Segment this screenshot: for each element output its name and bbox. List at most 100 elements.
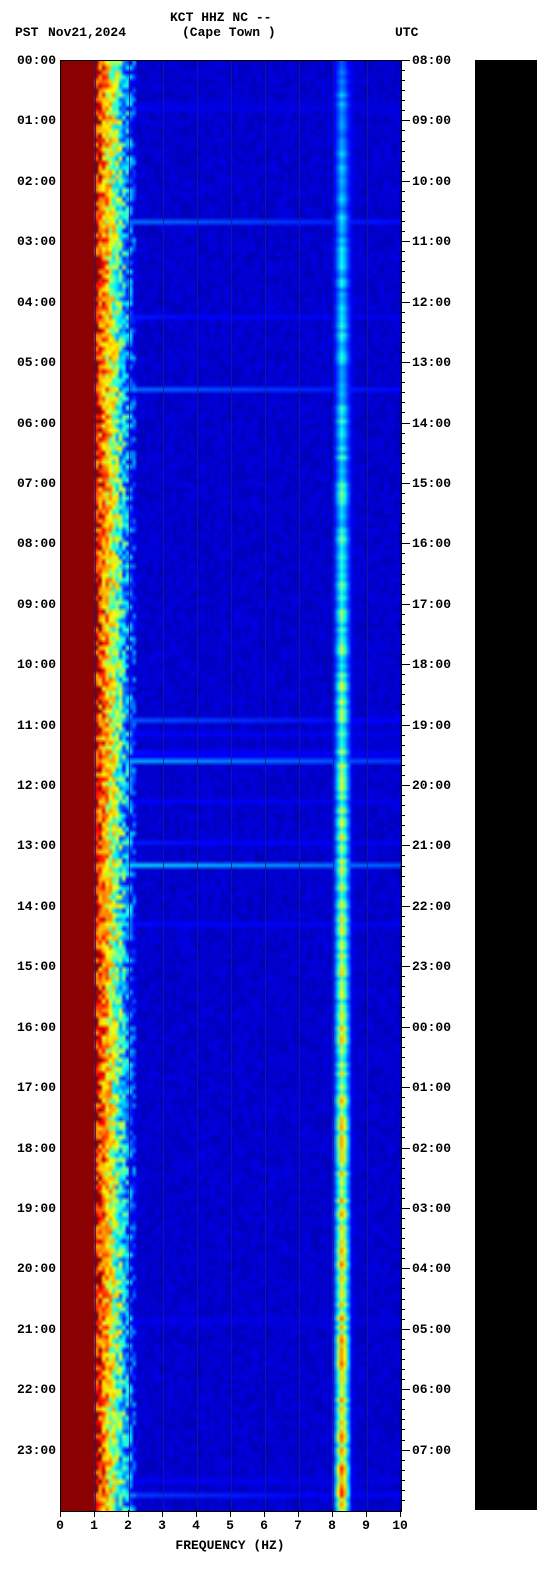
y-right-minor-tick-mark (400, 855, 405, 856)
y-right-minor-tick-mark (400, 825, 405, 826)
x-tick-mark (230, 1510, 231, 1517)
y-left-tick: 15:00 (0, 959, 56, 974)
y-right-minor-tick-mark (400, 976, 405, 977)
y-right-tick: 07:00 (412, 1443, 451, 1458)
y-right-minor-tick-mark (400, 775, 405, 776)
y-right-minor-tick-mark (400, 382, 405, 383)
y-right-minor-tick-mark (400, 1440, 405, 1441)
y-right-minor-tick-mark (400, 1309, 405, 1310)
y-right-minor-tick-mark (400, 231, 405, 232)
y-right-minor-tick-mark (400, 221, 405, 222)
colorbar (475, 60, 537, 1510)
y-right-tick: 16:00 (412, 536, 451, 551)
x-tick: 6 (254, 1518, 274, 1533)
y-right-minor-tick-mark (400, 80, 405, 81)
y-right-minor-tick-mark (400, 161, 405, 162)
y-right-tick: 10:00 (412, 174, 451, 189)
y-right-tick-mark (400, 302, 410, 303)
y-right-tick: 20:00 (412, 778, 451, 793)
y-left-tick: 09:00 (0, 597, 56, 612)
y-right-minor-tick-mark (400, 251, 405, 252)
y-right-minor-tick-mark (400, 886, 405, 887)
y-right-minor-tick-mark (400, 261, 405, 262)
y-right-minor-tick-mark (400, 1500, 405, 1501)
y-right-minor-tick-mark (400, 1299, 405, 1300)
y-right-minor-tick-mark (400, 876, 405, 877)
header-tz-left: PST (15, 25, 38, 40)
y-right-minor-tick-mark (400, 815, 405, 816)
grid-line-vertical (129, 61, 130, 1511)
y-right-minor-tick-mark (400, 151, 405, 152)
y-right-minor-tick-mark (400, 100, 405, 101)
y-right-minor-tick-mark (400, 342, 405, 343)
y-right-minor-tick-mark (400, 1429, 405, 1430)
y-right-tick: 06:00 (412, 1382, 451, 1397)
y-right-tick: 00:00 (412, 1020, 451, 1035)
y-right-tick-mark (400, 241, 410, 242)
page-root: PST Nov21,2024 KCT HHZ NC -- (Cape Town … (0, 0, 552, 1584)
y-right-minor-tick-mark (400, 654, 405, 655)
y-right-tick-mark (400, 845, 410, 846)
y-right-minor-tick-mark (400, 594, 405, 595)
y-right-tick-mark (400, 1148, 410, 1149)
y-right-minor-tick-mark (400, 624, 405, 625)
y-right-minor-tick-mark (400, 523, 405, 524)
y-right-minor-tick-mark (400, 805, 405, 806)
y-right-minor-tick-mark (400, 1017, 405, 1018)
y-right-tick-mark (400, 664, 410, 665)
y-right-tick: 04:00 (412, 1261, 451, 1276)
y-left-tick: 20:00 (0, 1261, 56, 1276)
y-right-minor-tick-mark (400, 392, 405, 393)
y-right-minor-tick-mark (400, 1137, 405, 1138)
y-right-minor-tick-mark (400, 1419, 405, 1420)
y-left-tick: 17:00 (0, 1080, 56, 1095)
y-right-minor-tick-mark (400, 735, 405, 736)
y-right-minor-tick-mark (400, 916, 405, 917)
header-station: KCT HHZ NC -- (170, 10, 271, 25)
y-left-tick: 10:00 (0, 657, 56, 672)
y-right-minor-tick-mark (400, 1228, 405, 1229)
y-left-tick: 19:00 (0, 1201, 56, 1216)
y-right-minor-tick-mark (400, 1198, 405, 1199)
y-right-minor-tick-mark (400, 1369, 405, 1370)
y-right-minor-tick-mark (400, 473, 405, 474)
y-right-tick: 21:00 (412, 838, 451, 853)
y-right-tick: 13:00 (412, 355, 451, 370)
y-right-tick: 08:00 (412, 53, 451, 68)
y-right-minor-tick-mark (400, 282, 405, 283)
y-right-tick-mark (400, 1268, 410, 1269)
y-right-tick-mark (400, 1329, 410, 1330)
y-right-minor-tick-mark (400, 463, 405, 464)
x-tick: 9 (356, 1518, 376, 1533)
y-right-tick-mark (400, 604, 410, 605)
y-right-minor-tick-mark (400, 996, 405, 997)
y-right-minor-tick-mark (400, 90, 405, 91)
y-right-tick-mark (400, 120, 410, 121)
y-right-minor-tick-mark (400, 634, 405, 635)
y-right-minor-tick-mark (400, 312, 405, 313)
y-right-minor-tick-mark (400, 1037, 405, 1038)
y-right-tick: 17:00 (412, 597, 451, 612)
y-right-minor-tick-mark (400, 1470, 405, 1471)
y-right-minor-tick-mark (400, 412, 405, 413)
y-right-tick-mark (400, 1087, 410, 1088)
y-left-tick: 11:00 (0, 718, 56, 733)
y-right-minor-tick-mark (400, 1278, 405, 1279)
y-right-tick-mark (400, 1027, 410, 1028)
y-right-minor-tick-mark (400, 211, 405, 212)
y-right-tick: 23:00 (412, 959, 451, 974)
grid-line-vertical (95, 61, 96, 1511)
y-left-tick: 01:00 (0, 113, 56, 128)
y-left-tick: 00:00 (0, 53, 56, 68)
y-left-tick: 14:00 (0, 899, 56, 914)
x-axis-label: FREQUENCY (HZ) (60, 1538, 400, 1553)
x-tick: 10 (390, 1518, 410, 1533)
y-right-tick-mark (400, 906, 410, 907)
y-left-tick: 22:00 (0, 1382, 56, 1397)
y-right-minor-tick-mark (400, 715, 405, 716)
y-right-tick: 05:00 (412, 1322, 451, 1337)
x-tick: 1 (84, 1518, 104, 1533)
y-right-minor-tick-mark (400, 795, 405, 796)
y-right-tick-mark (400, 725, 410, 726)
x-tick: 3 (152, 1518, 172, 1533)
